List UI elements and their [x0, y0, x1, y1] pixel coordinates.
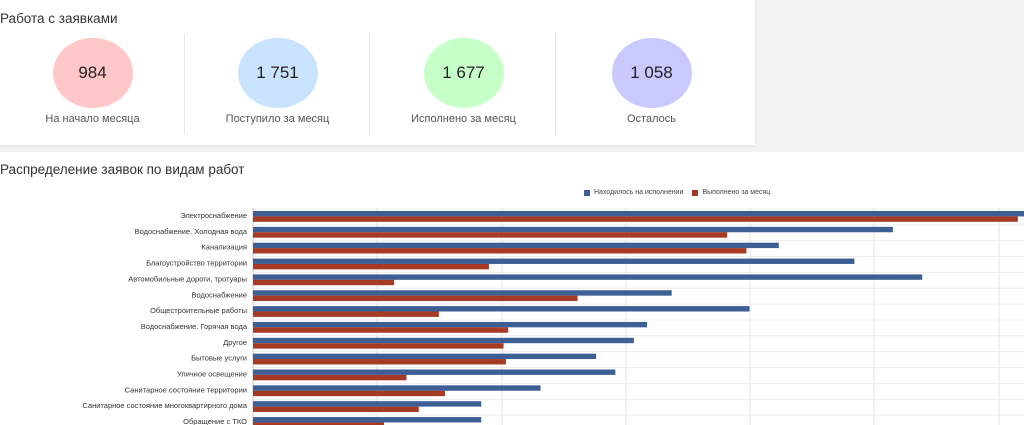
category-label: Санитарное состояние территории [125, 385, 247, 394]
stat-circle: 1 677 [423, 38, 504, 108]
category-label: Канализация [201, 243, 247, 252]
category-label: Обращение с ТКО [183, 417, 247, 425]
requests-panel-title: Работа с заявками [0, 11, 118, 26]
bar-done[interactable] [253, 390, 445, 397]
stat-value: 984 [78, 63, 107, 82]
category-label: Благоустройство территории [146, 259, 247, 268]
stat-circle: 984 [52, 38, 133, 108]
bar-in-progress[interactable] [253, 353, 597, 360]
stat-divider [369, 34, 370, 134]
stat-value: 1 058 [630, 63, 673, 82]
legend-swatch-in-progress [584, 189, 590, 196]
bar-chart: Электроснабжение Водоснабжение. Холодная … [82, 208, 1024, 425]
stat-label: На начало месяца [45, 113, 140, 125]
bar-done[interactable] [253, 359, 506, 365]
stat-start-of-month: 984 На начало месяца [0, 30, 185, 135]
category-label: Электроснабжение [180, 211, 247, 220]
category-label: Водоснабжение. Горячая вода [141, 322, 248, 331]
bar-done[interactable] [253, 311, 439, 317]
legend-item-in-progress[interactable]: Находилось на исполнении [584, 189, 683, 196]
bar-in-progress[interactable] [253, 417, 482, 423]
distribution-panel-title: Распределение заявок по видам работ [0, 162, 245, 177]
bar-done[interactable] [253, 248, 747, 254]
stat-divider [184, 34, 185, 134]
stat-divider [555, 34, 556, 134]
bar-done[interactable] [253, 295, 578, 302]
category-label: Другое [223, 338, 247, 347]
bar-done[interactable] [253, 406, 419, 412]
bar-done[interactable] [253, 422, 385, 425]
category-label: Уличное освещение [177, 370, 247, 379]
stat-label: Осталось [627, 113, 676, 125]
category-label: Водоснабжение. Холодная вода [135, 227, 248, 236]
bar-in-progress[interactable] [253, 369, 616, 375]
distribution-panel: Распределение заявок по видам работ Нахо… [0, 152, 1024, 425]
stat-value: 1 677 [442, 63, 485, 82]
bar-done[interactable] [253, 374, 407, 381]
stat-received: 1 751 Поступило за месяц [185, 30, 370, 135]
stat-label: Исполнено за месяц [411, 113, 516, 125]
category-label: Автомобильные дороги, тротуары [128, 274, 247, 283]
bar-in-progress[interactable] [253, 385, 541, 391]
bar-in-progress[interactable] [253, 401, 482, 407]
legend-label-done: Выполнено за месяц [702, 189, 771, 196]
stat-circle: 1 751 [237, 38, 318, 108]
bar-in-progress[interactable] [253, 337, 634, 344]
bar-in-progress[interactable] [253, 306, 750, 312]
category-label: Общестроительные работы [150, 306, 247, 315]
stat-remaining: 1 058 Осталось [559, 30, 744, 135]
category-label: Санитарное состояние многоквартирного до… [82, 401, 247, 410]
bar-done[interactable] [253, 216, 1018, 222]
bar-done[interactable] [253, 232, 728, 238]
bar-in-progress[interactable] [253, 242, 779, 249]
requests-panel: Работа с заявками 984 На начало месяца 1… [0, 0, 755, 145]
category-label: Водоснабжение [191, 290, 247, 299]
bar-in-progress[interactable] [253, 290, 672, 296]
stat-value: 1 751 [256, 63, 299, 82]
bar-in-progress[interactable] [253, 258, 855, 264]
legend-swatch-done [692, 189, 699, 196]
bar-done[interactable] [253, 279, 395, 286]
category-label: Бытовые услуги [191, 354, 247, 363]
legend-label-in-progress: Находилось на исполнении [594, 189, 684, 196]
bar-in-progress[interactable] [253, 211, 1024, 217]
stat-label: Поступило за месяц [225, 113, 330, 125]
stat-completed: 1 677 Исполнено за месяц [371, 30, 556, 135]
bar-in-progress[interactable] [253, 274, 923, 280]
chart-legend: Находилось на исполнении Выполнено за ме… [584, 189, 779, 196]
bar-in-progress[interactable] [253, 226, 893, 233]
stat-circle: 1 058 [611, 38, 692, 108]
bar-done[interactable] [253, 327, 509, 333]
legend-item-done[interactable]: Выполнено за месяц [692, 189, 770, 196]
bar-in-progress[interactable] [253, 321, 647, 328]
bar-done[interactable] [253, 263, 489, 270]
bar-done[interactable] [253, 343, 504, 349]
